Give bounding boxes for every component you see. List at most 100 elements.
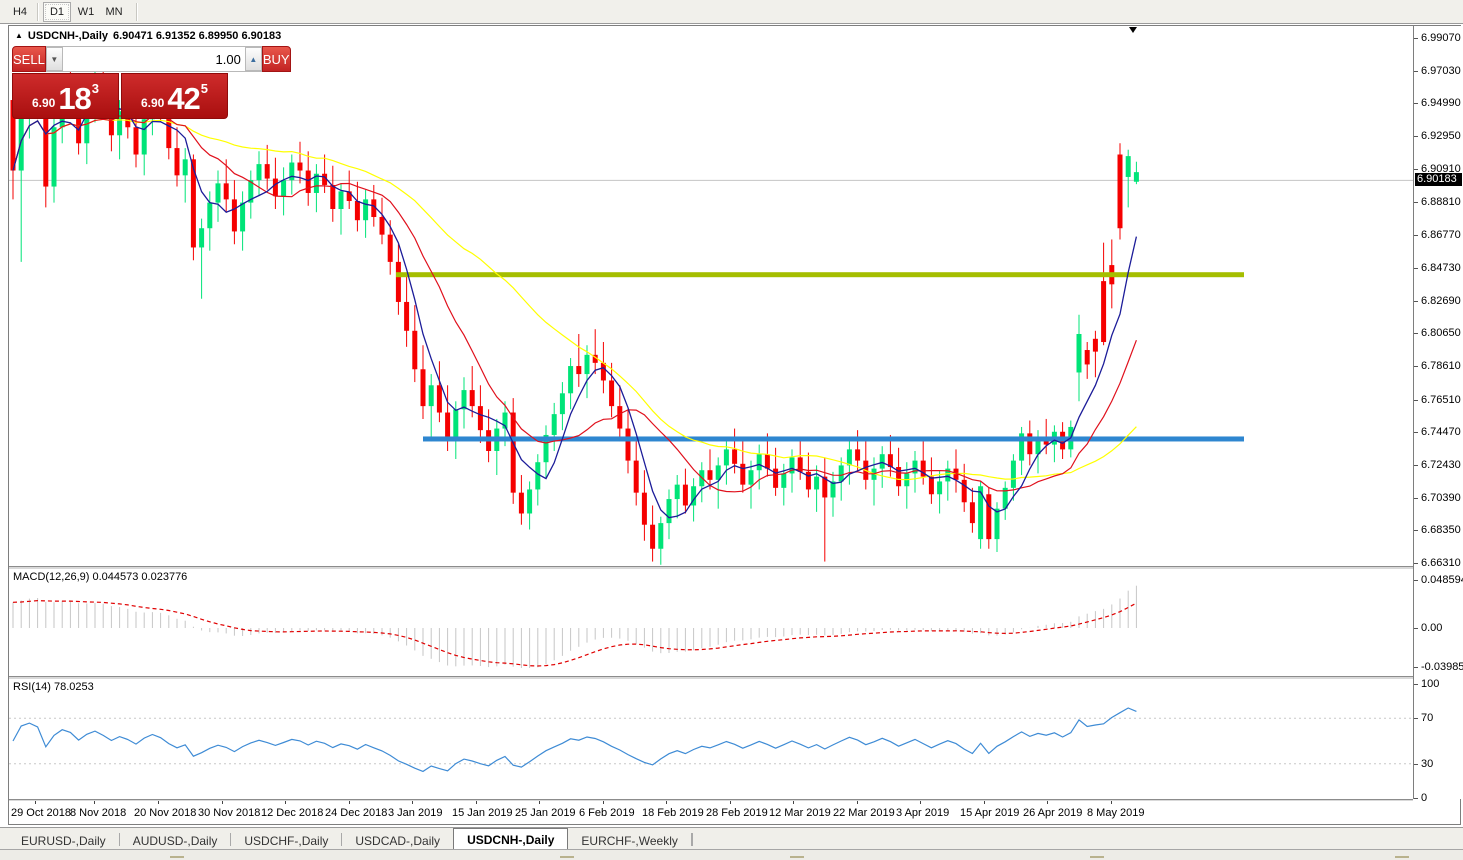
- timeframe-button-mn[interactable]: MN: [105, 5, 123, 18]
- price-axis-tick: [1414, 300, 1418, 302]
- tab-usdcnh-daily[interactable]: USDCNH-,Daily: [453, 828, 569, 850]
- date-axis-tick: [412, 801, 413, 804]
- tab-separator: [341, 833, 343, 846]
- tab-eurusd-daily[interactable]: EURUSD-,Daily: [21, 833, 106, 848]
- background-window-fragment: [560, 856, 574, 858]
- buy-price-small: 6.90: [140, 96, 165, 110]
- background-window-fragment: [790, 856, 804, 858]
- rsi-axis-tick: [1414, 798, 1418, 799]
- rsi-value: 78.0253: [53, 681, 94, 693]
- volume-stepper: ▼ ▲: [45, 46, 262, 72]
- date-axis-tick: [349, 801, 350, 804]
- price-axis-label: 6.78610: [1421, 359, 1461, 372]
- price-axis-label: 6.82690: [1421, 294, 1461, 307]
- volume-input[interactable]: [62, 47, 245, 71]
- price-axis[interactable]: 6.90183 6.99070 6.97030 6.94990 6.92950 6.90…: [1413, 26, 1463, 804]
- toolbar-separator: [37, 2, 39, 21]
- price-axis-label: 6.66310: [1421, 557, 1461, 569]
- price-axis-label: 6.88810: [1421, 196, 1461, 209]
- macd-name: MACD(12,26,9): [13, 571, 90, 583]
- chart-tab-bar: EURUSD-,Daily AUDUSD-,Daily USDCHF-,Daily U…: [0, 827, 1463, 850]
- tab-usdcad-daily[interactable]: USDCAD-,Daily: [355, 833, 441, 848]
- collapse-triangle-icon[interactable]: ▲: [15, 31, 23, 40]
- sell-price-big: 18: [58, 81, 91, 116]
- date-axis-label: 6 Feb 2019: [579, 807, 635, 819]
- buy-price-display[interactable]: 6.90 42 5: [121, 73, 228, 119]
- timeframe-button-w1[interactable]: W1: [77, 5, 95, 18]
- pane-separator[interactable]: [9, 566, 1413, 570]
- price-axis-label: 6.92950: [1421, 130, 1461, 143]
- date-axis-label: 18 Feb 2019: [642, 807, 704, 819]
- date-axis-label: 12 Dec 2018: [261, 807, 324, 819]
- rsi-axis-label: 30: [1421, 757, 1434, 770]
- price-axis-tick: [1414, 365, 1418, 367]
- price-axis-tick: [1414, 202, 1418, 204]
- price-axis-label: 6.74470: [1421, 426, 1461, 439]
- price-axis-label: 6.68350: [1421, 524, 1461, 537]
- date-axis-tick: [666, 801, 667, 804]
- price-axis-tick: [1414, 563, 1418, 564]
- price-axis-label: 6.80650: [1421, 327, 1461, 340]
- rsi-axis-label: 0: [1421, 792, 1428, 804]
- date-axis-label: 20 Nov 2018: [134, 807, 197, 819]
- sell-button[interactable]: SELL: [12, 46, 46, 72]
- pane-separator[interactable]: [9, 676, 1413, 680]
- support-hline[interactable]: [423, 436, 1244, 442]
- date-axis-label: 15 Jan 2019: [452, 807, 513, 819]
- date-axis-label: 26 Apr 2019: [1023, 807, 1083, 819]
- rsi-indicator-title: RSI(14) 78.0253: [13, 681, 94, 693]
- buy-price-sup: 5: [200, 81, 209, 96]
- tab-usdchf-daily[interactable]: USDCHF-,Daily: [244, 833, 329, 848]
- price-axis-tick: [1414, 70, 1418, 72]
- buy-price-big: 42: [167, 81, 200, 116]
- date-axis-tick: [476, 801, 477, 804]
- date-axis-tick: [984, 801, 985, 804]
- chart-shift-marker-icon[interactable]: [1129, 27, 1137, 33]
- date-axis-tick: [222, 801, 223, 804]
- macd-axis-tick: [1414, 579, 1418, 581]
- one-click-trade-panel: SELL ▼ ▲ BUY 6.90 18 3 6.90 42 5: [12, 46, 291, 119]
- price-axis-tick: [1414, 399, 1418, 401]
- tab-separator: [118, 833, 120, 846]
- tab-separator: [690, 833, 692, 846]
- price-axis-tick: [1414, 432, 1418, 434]
- sell-price-sup: 3: [91, 81, 100, 96]
- macd-axis-label: 0.048594: [1421, 573, 1463, 586]
- price-axis-tick: [1414, 136, 1418, 138]
- rsi-axis-tick: [1414, 763, 1418, 765]
- timeframe-button-h4[interactable]: H4: [12, 5, 28, 18]
- volume-increase-button[interactable]: ▲: [244, 47, 262, 71]
- volume-decrease-button[interactable]: ▼: [45, 47, 63, 71]
- chart-title: ▲ USDCNH-,Daily 6.90471 6.91352 6.89950 …: [15, 29, 281, 43]
- macd-chart-canvas[interactable]: [9, 568, 1413, 678]
- date-axis-label: 8 Nov 2018: [70, 807, 127, 819]
- date-axis-label: 8 May 2019: [1087, 807, 1145, 819]
- tab-eurchf-weekly[interactable]: EURCHF-,Weekly: [581, 833, 678, 848]
- price-axis-label: 6.84730: [1421, 261, 1461, 274]
- rsi-axis-tick: [1414, 684, 1418, 685]
- background-window-fragment: [1395, 856, 1409, 858]
- background-window-fragment: [1090, 856, 1104, 858]
- date-axis-tick: [94, 801, 95, 804]
- rsi-chart-canvas[interactable]: [9, 678, 1413, 801]
- chart-ohlc-values: 6.90471 6.91352 6.89950 6.90183: [113, 30, 282, 42]
- date-axis-label: 12 Mar 2019: [769, 807, 831, 819]
- resistance-hline[interactable]: [396, 272, 1244, 278]
- price-chart-canvas[interactable]: [9, 26, 1413, 568]
- chart-window: ▲ USDCNH-,Daily 6.90471 6.91352 6.89950 …: [8, 25, 1463, 825]
- price-axis-tick: [1414, 38, 1418, 39]
- macd-axis-label: 0.00: [1421, 622, 1443, 634]
- date-axis-tick: [603, 801, 604, 804]
- price-axis-tick: [1414, 464, 1418, 466]
- rsi-axis-tick: [1414, 718, 1418, 720]
- timeframe-toolbar: H4 D1 W1 MN: [0, 0, 1463, 24]
- date-axis[interactable]: 29 Oct 2018 8 Nov 2018 20 Nov 2018 30 Nov 2…: [9, 801, 1413, 824]
- background-windows-strip: [0, 849, 1463, 860]
- tab-audusd-daily[interactable]: AUDUSD-,Daily: [132, 833, 218, 848]
- timeframe-button-d1[interactable]: D1: [43, 1, 71, 22]
- buy-button[interactable]: BUY: [261, 46, 291, 72]
- date-axis-label: 3 Apr 2019: [896, 807, 950, 819]
- price-axis-label: 6.97030: [1421, 64, 1461, 77]
- date-axis-label: 15 Apr 2019: [960, 807, 1020, 819]
- sell-price-display[interactable]: 6.90 18 3: [12, 73, 119, 119]
